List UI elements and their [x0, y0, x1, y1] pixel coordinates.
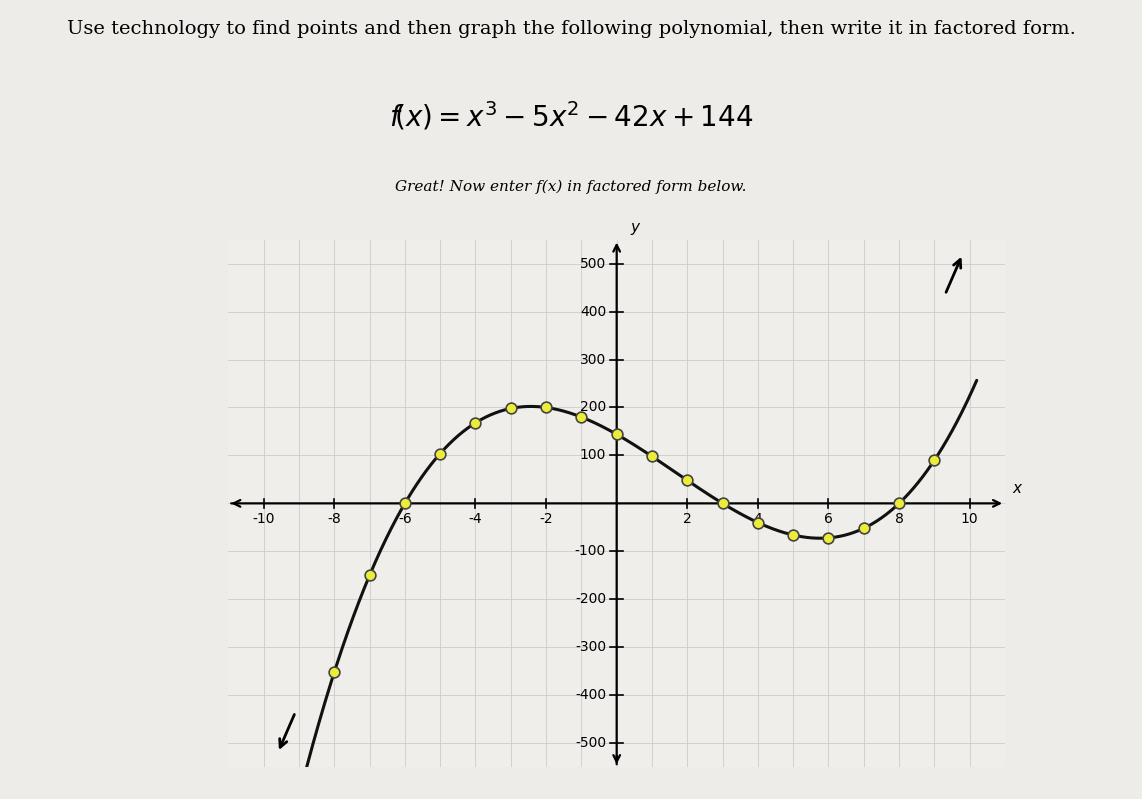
- Text: 400: 400: [580, 304, 606, 319]
- Text: -400: -400: [574, 688, 606, 702]
- Point: [431, 447, 449, 460]
- Point: [749, 516, 767, 529]
- Point: [537, 401, 555, 414]
- Point: [714, 497, 732, 510]
- Text: -4: -4: [468, 512, 482, 526]
- Point: [890, 497, 908, 510]
- Text: -500: -500: [574, 736, 606, 750]
- Text: -2: -2: [539, 512, 553, 526]
- Text: Great! Now enter f(x) in factored form below.: Great! Now enter f(x) in factored form b…: [395, 180, 747, 194]
- Text: 2: 2: [683, 512, 692, 526]
- Point: [608, 428, 626, 441]
- Text: x: x: [1012, 481, 1021, 496]
- Point: [396, 497, 415, 510]
- Point: [361, 569, 379, 582]
- Point: [325, 666, 344, 678]
- Text: -6: -6: [399, 512, 412, 526]
- Text: -10: -10: [252, 512, 275, 526]
- Text: 100: 100: [580, 448, 606, 463]
- Point: [643, 450, 661, 463]
- Text: $f\!\left(x\right)=x^{3}-5x^{2}-42x+144$: $f\!\left(x\right)=x^{3}-5x^{2}-42x+144$: [389, 100, 753, 133]
- Text: 300: 300: [580, 352, 606, 367]
- Point: [819, 531, 837, 544]
- Point: [925, 454, 943, 467]
- Text: -200: -200: [574, 592, 606, 606]
- Point: [678, 474, 697, 487]
- Text: 6: 6: [825, 512, 833, 526]
- Text: 10: 10: [960, 512, 979, 526]
- Text: 8: 8: [894, 512, 903, 526]
- Point: [572, 411, 590, 423]
- Point: [501, 402, 520, 415]
- Text: 4: 4: [754, 512, 762, 526]
- Text: y: y: [630, 220, 640, 235]
- Text: 500: 500: [580, 256, 606, 271]
- Text: Use technology to find points and then graph the following polynomial, then writ: Use technology to find points and then g…: [66, 20, 1076, 38]
- Point: [466, 416, 484, 429]
- Text: 200: 200: [580, 400, 606, 415]
- Point: [785, 529, 803, 542]
- Text: -300: -300: [574, 640, 606, 654]
- Text: -100: -100: [574, 544, 606, 559]
- Text: -8: -8: [328, 512, 341, 526]
- Point: [854, 522, 872, 535]
